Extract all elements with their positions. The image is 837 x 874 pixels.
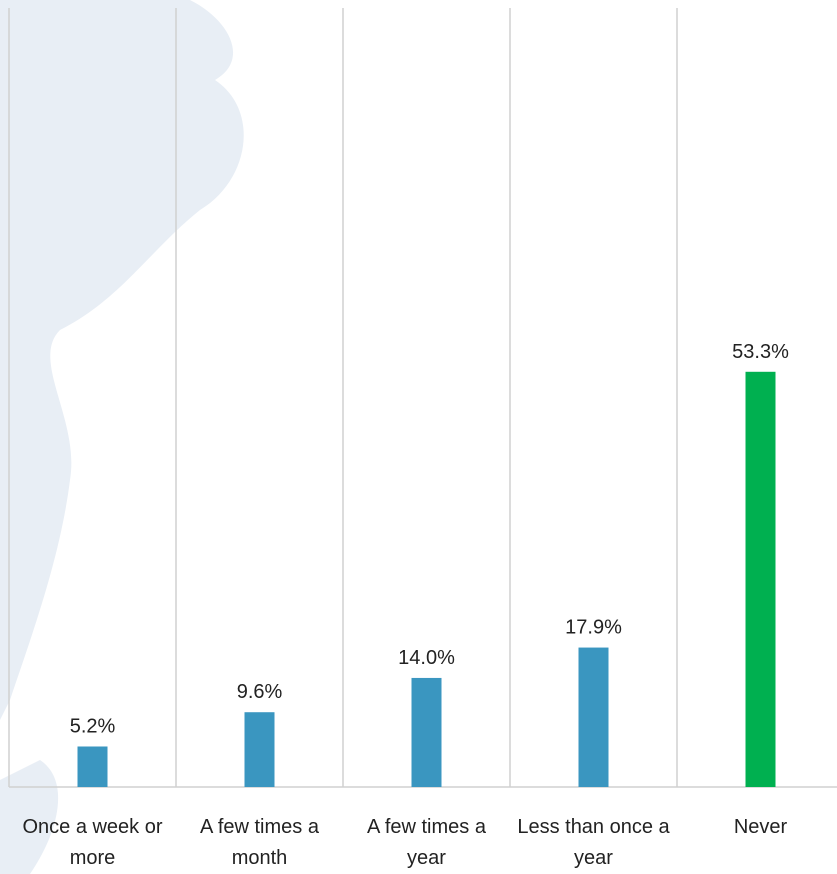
bar [411,677,442,787]
x-tick-label: Once a week or more [22,816,163,869]
value-label: 53.3% [732,341,789,363]
x-tick-label: Less than once a year [517,816,670,869]
bar [745,371,776,787]
value-label: 9.6% [237,681,283,703]
bar [578,647,609,787]
value-label: 14.0% [398,647,455,669]
x-tick-label: A few times a month [200,816,319,869]
bar [77,746,108,787]
x-tick-label: Never [733,816,788,838]
x-tick-label: A few times a year [367,816,486,869]
watermark [0,760,59,874]
value-label: 17.9% [565,617,622,639]
bar [244,712,275,787]
value-label: 5.2% [70,715,116,737]
watermark [0,0,244,720]
